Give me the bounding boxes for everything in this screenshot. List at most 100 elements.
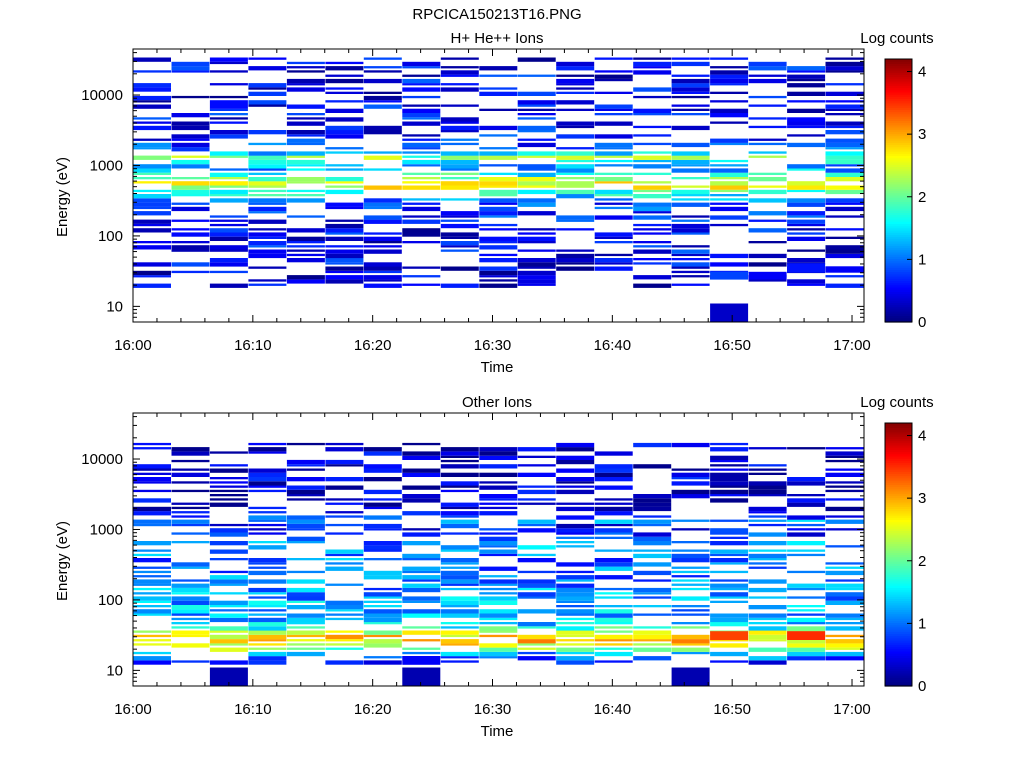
- spectrogram-cell: [787, 70, 826, 73]
- colorbar-swatch: [885, 83, 912, 86]
- colorbar-swatch: [885, 648, 912, 652]
- spectrogram-cell: [133, 575, 171, 578]
- spectrogram-cell: [825, 177, 864, 182]
- spectrogram-cell: [325, 639, 364, 642]
- spectrogram-cell: [556, 215, 595, 220]
- spectrogram-cell: [479, 245, 518, 250]
- spectrogram-cell: [325, 523, 364, 527]
- spectrogram-cell: [363, 215, 402, 220]
- spectrogram-cell: [440, 639, 479, 644]
- spectrogram-cell: [325, 279, 364, 284]
- spectrogram-cell: [171, 562, 210, 567]
- spectrogram-cell: [402, 232, 441, 237]
- spectrogram-cell: [402, 215, 441, 218]
- colorbar-swatch: [885, 653, 912, 656]
- spectrogram-cell: [787, 613, 826, 616]
- spectrogram-cell: [440, 241, 479, 246]
- colorbar-swatch: [885, 192, 912, 196]
- spectrogram-cell: [209, 481, 248, 484]
- spectrogram-cell: [402, 570, 441, 574]
- spectrogram-cell: [402, 108, 441, 113]
- spectrogram-cell: [479, 198, 518, 203]
- spectrogram-cell: [710, 579, 749, 582]
- spectrogram-cell: [133, 481, 171, 484]
- spectrogram-cell: [248, 630, 287, 635]
- spectrogram-cell: [402, 104, 441, 107]
- spectrogram-cell: [556, 639, 595, 642]
- spectrogram-cell: [133, 138, 171, 141]
- spectrogram-cell: [209, 245, 248, 250]
- spectrogram-cell: [209, 232, 248, 237]
- colorbar-swatch: [885, 131, 912, 135]
- spectrogram-cell: [248, 91, 287, 96]
- x-tick-label: 16:30: [474, 337, 512, 354]
- spectrogram-cell: [633, 498, 672, 503]
- spectrogram-cell: [825, 275, 864, 278]
- spectrogram-cell: [325, 236, 364, 241]
- colorbar-swatch: [885, 471, 912, 475]
- spectrogram-cell: [710, 194, 749, 197]
- x-tick-label: 16:40: [594, 337, 632, 354]
- spectrogram-cell: [594, 108, 633, 111]
- spectrogram-cell: [133, 592, 171, 595]
- colorbar-swatch: [885, 477, 912, 481]
- spectrogram-cell: [286, 579, 325, 584]
- spectrogram-cell: [787, 609, 826, 612]
- spectrogram-cell: [517, 609, 556, 614]
- spectrogram-cell: [825, 566, 864, 569]
- spectrogram-cell: [248, 249, 287, 254]
- spectrogram-cell: [787, 121, 826, 126]
- spectrogram-cell: [479, 643, 518, 648]
- spectrogram-cell: [594, 596, 633, 599]
- colorbar-tick-label: 4: [918, 64, 926, 81]
- spectrogram-cell: [710, 455, 749, 460]
- spectrogram-cell: [825, 164, 864, 167]
- spectrogram-cell: [133, 100, 171, 103]
- spectrogram-cell: [517, 151, 556, 156]
- spectrogram-cell: [402, 498, 441, 503]
- plot-frame-other-ions: [132, 412, 865, 687]
- spectrogram-cell: [748, 532, 787, 537]
- spectrogram-cell: [517, 125, 556, 131]
- spectrogram-cell: [325, 147, 364, 150]
- spectrogram-cell: [556, 570, 595, 574]
- spectrogram-cell: [710, 100, 749, 103]
- spectrogram-cell: [286, 651, 325, 657]
- spectrogram-cell: [363, 91, 402, 94]
- spectrogram-cell: [517, 57, 556, 62]
- spectrogram-cell: [171, 181, 210, 186]
- spectrogram-cell: [325, 206, 364, 210]
- spectrogram-cell: [209, 592, 248, 595]
- spectrogram-cell: [479, 266, 518, 271]
- spectrogram-cell: [402, 198, 441, 201]
- spectrogram-cell: [594, 253, 633, 257]
- colorbar-swatch: [885, 510, 912, 514]
- spectrogram-cell: [133, 605, 171, 608]
- spectrogram-cell: [440, 57, 479, 60]
- colorbar-swatch: [885, 183, 912, 187]
- spectrogram-cell: [209, 643, 248, 646]
- spectrogram-cell: [556, 541, 595, 544]
- colorbar-tick-label: 2: [918, 189, 926, 206]
- spectrogram-cell: [440, 159, 479, 165]
- spectrogram-cell: [286, 258, 325, 263]
- spectrogram-cell: [517, 472, 556, 477]
- spectrogram-cell: [286, 117, 325, 120]
- spectrogram-cell: [710, 206, 749, 212]
- spectrogram-cell: [248, 198, 287, 203]
- colorbar-swatch: [885, 683, 912, 687]
- spectrogram-cell: [440, 515, 479, 518]
- spectrogram-cell: [825, 245, 864, 250]
- y-tick-label: 100: [98, 592, 123, 609]
- colorbar-swatch: [885, 508, 912, 512]
- colorbar-swatch: [885, 482, 912, 485]
- spectrogram-cell: [248, 596, 287, 599]
- spectrogram-cell: [363, 622, 402, 625]
- spectrogram-cell: [171, 617, 210, 621]
- spectrogram-cell: [671, 605, 710, 608]
- spectrogram-cell: [479, 626, 518, 631]
- spectrogram-cell: [748, 253, 787, 259]
- spectrogram-cell: [633, 181, 672, 184]
- spectrogram-cell: [633, 262, 672, 265]
- spectrogram-cell: [133, 262, 171, 267]
